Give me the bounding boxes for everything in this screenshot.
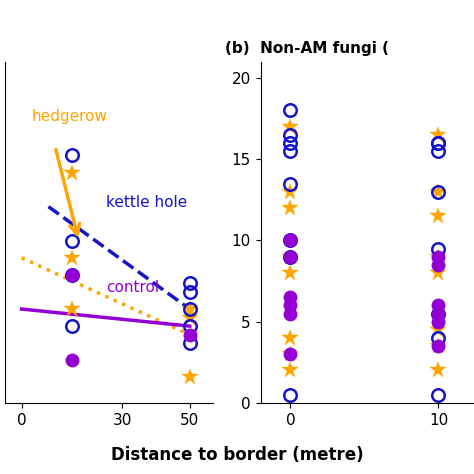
Text: control: control [106, 280, 159, 295]
Y-axis label: i (%): i (%) [0, 211, 2, 253]
Text: kettle hole: kettle hole [106, 195, 187, 210]
Text: hedgerow: hedgerow [32, 109, 108, 124]
Text: Distance to border (metre): Distance to border (metre) [111, 446, 363, 464]
Text: (b)  Non-AM fungi (: (b) Non-AM fungi ( [225, 41, 389, 56]
